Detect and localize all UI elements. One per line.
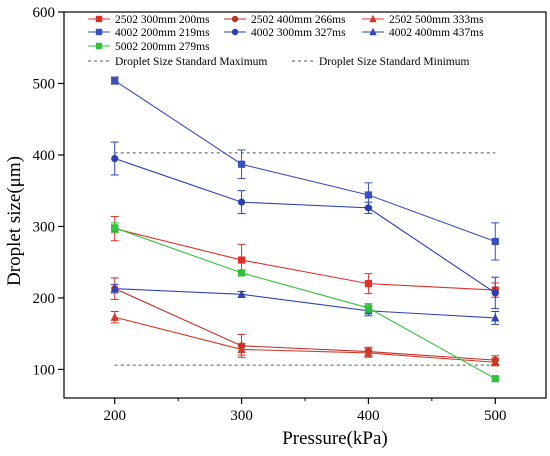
data-point [237,160,246,168]
series-line [114,288,496,361]
data-point [237,269,246,277]
y-tick-label: 500 [33,76,56,92]
data-point [237,198,246,206]
legend-label: 5002 200mm 279ms [115,41,210,53]
x-axis-title: Pressure(kPa) [282,428,388,449]
data-point [364,191,373,199]
series [110,222,500,383]
legend-item: Droplet Size Standard Minimum [292,56,469,68]
data-point [110,284,119,293]
data-point [491,375,499,383]
data-point [491,313,500,322]
legend-label: 2502 500mm 333ms [389,14,484,26]
data-point [364,280,373,288]
legend-item: 4002 200mm 219ms [88,27,210,39]
x-tick-label: 500 [484,408,507,424]
data-point [237,289,246,298]
data-point [364,204,373,212]
y-tick-label: 300 [33,219,56,235]
x-tick-label: 200 [103,408,126,424]
legend-item: 4002 300mm 327ms [224,27,346,39]
x-tick-label: 400 [357,408,380,424]
series-line [114,316,496,363]
x-tick-label: 300 [230,408,253,424]
data-point [491,357,500,366]
data-point [231,15,239,23]
data-point [237,256,246,264]
data-point [364,348,373,357]
data-point [95,42,103,50]
data-point [369,27,377,36]
y-tick-label: 600 [33,5,56,21]
legend-item: 2502 300mm 200ms [88,14,210,26]
y-tick-label: 100 [33,362,56,378]
data-point [95,28,103,36]
legend-item: 5002 200mm 279ms [88,41,210,53]
series-line [114,158,496,294]
data-point [364,304,373,312]
data-point [491,237,499,246]
legend-label: 4002 400mm 437ms [389,27,484,39]
data-point [111,154,119,163]
legend-item: 2502 400mm 266ms [224,14,346,26]
data-point [95,15,103,23]
legend-label: 2502 400mm 266ms [251,14,346,26]
series [110,283,500,325]
series [110,311,500,367]
data-point [237,344,246,353]
data-point [110,312,119,321]
legend-item: Droplet Size Standard Maximum [88,56,267,68]
legend-label: Droplet Size Standard Maximum [115,56,267,68]
series [110,76,500,261]
legend-label: 4002 200mm 219ms [115,27,210,39]
legend-label: 2502 300mm 200ms [115,14,210,26]
series-line [114,228,496,291]
legend-item: 2502 500mm 333ms [362,14,484,26]
series-line [114,288,496,319]
series [110,141,500,310]
y-tick-label: 400 [33,148,56,164]
data-point [231,28,239,36]
legend-item: 4002 400mm 437ms [362,27,484,39]
series-line [114,227,496,380]
data-point [111,77,119,85]
legend-label: 4002 300mm 327ms [251,27,346,39]
y-axis-title: Droplet size(μm) [4,156,25,286]
data-point [111,224,119,232]
data-point [369,14,377,23]
series-line [114,80,496,242]
data-point [491,289,499,297]
y-tick-label: 200 [33,291,56,307]
legend-label: Droplet Size Standard Minimum [319,56,469,68]
